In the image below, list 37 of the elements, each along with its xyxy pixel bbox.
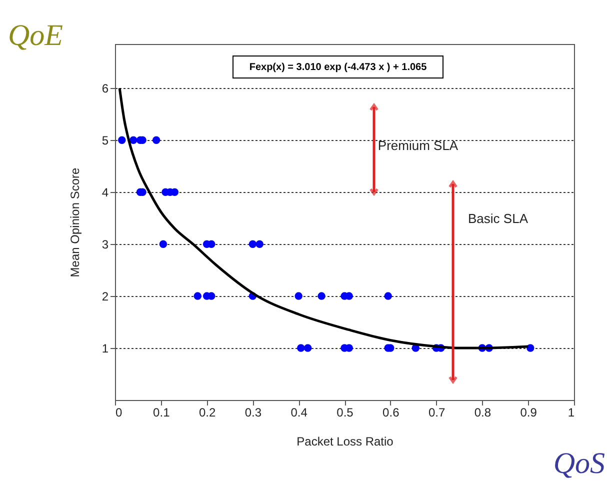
annotation: Premium SLA	[378, 138, 458, 153]
point	[194, 292, 202, 300]
y-tick-label: 1	[102, 342, 109, 356]
point	[294, 292, 302, 300]
point	[297, 344, 305, 352]
x-tick-label: 0	[116, 406, 122, 420]
y-tick-label: 3	[102, 238, 109, 252]
point	[256, 240, 264, 248]
annotation: Fexp(x) = 3.010 exp (-4.473 x ) + 1.065	[249, 62, 428, 73]
x-tick-label: 0.4	[290, 406, 308, 420]
point	[159, 240, 168, 248]
x-tick-label: 1	[568, 406, 575, 420]
point	[129, 136, 138, 144]
point	[318, 292, 326, 300]
x-tick-label: 0.2	[198, 406, 216, 420]
text: QoS	[553, 447, 605, 480]
x-tick-label: 0.7	[428, 406, 446, 420]
x-tick-label: 0.5	[336, 406, 354, 420]
x-tick-label: 0.6	[382, 406, 400, 420]
x-axis-title: Packet Loss Ratio	[296, 434, 394, 448]
y-tick-label: 2	[102, 290, 109, 304]
x-tick-label: 0.3	[244, 406, 262, 420]
point	[304, 344, 312, 352]
y-tick-label: 4	[102, 186, 109, 200]
point	[118, 136, 126, 144]
point	[526, 344, 534, 352]
y-axis-title: Mean Opinion Score	[68, 167, 82, 278]
x-tick-label: 0.1	[153, 406, 170, 420]
y-tick-label: 6	[102, 82, 109, 96]
y-tick-label: 5	[102, 134, 109, 148]
point	[248, 240, 257, 248]
point	[152, 136, 160, 144]
annotation: Basic SLA	[468, 211, 528, 226]
x-tick-label: 0.8	[474, 406, 492, 420]
point	[384, 292, 392, 300]
text: QoE	[8, 19, 63, 52]
x-tick-label: 0.9	[520, 406, 538, 420]
